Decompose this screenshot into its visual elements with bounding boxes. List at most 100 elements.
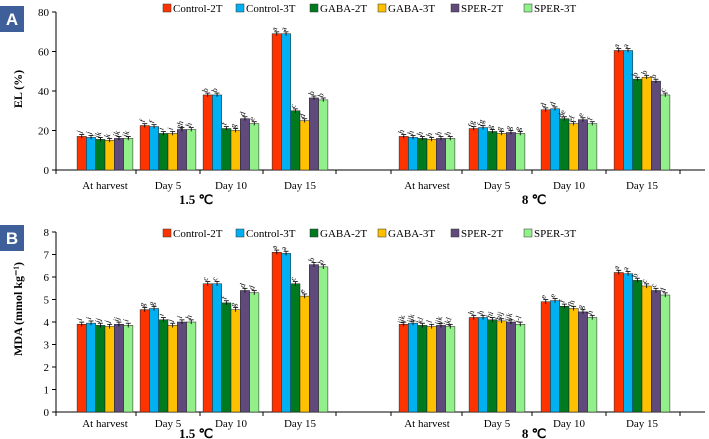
panel-b-bar xyxy=(660,294,671,413)
panel-b-category-label: Day 5 xyxy=(484,418,511,430)
panel-a-sig-letter: h xyxy=(424,131,434,138)
panel-a-sig-letter: i xyxy=(156,125,165,131)
panel-b-sig-letter: g xyxy=(147,300,157,307)
panel-b-bar xyxy=(86,322,96,413)
panel-a-bar xyxy=(515,133,526,171)
panel-b-sig-letter: fh xyxy=(566,299,577,308)
panel-b-sig-letter: h xyxy=(585,309,595,316)
panel-b-temperature-label: 1.5 ℃ xyxy=(179,426,213,439)
panel-a-y-tick-label: 60 xyxy=(38,47,50,59)
panel-a-sig-letter: d xyxy=(538,102,548,109)
panel-b-sig-letter: d xyxy=(658,287,668,294)
panel-b-y-tick-label: 0 xyxy=(44,407,50,419)
panel-a-sig-letter: c xyxy=(658,87,668,94)
panel-b-bar xyxy=(158,319,169,413)
panel-b-bar xyxy=(221,302,232,413)
panel-b-bar xyxy=(408,322,418,413)
panel-b-sig-letter: d xyxy=(238,282,248,289)
panel-b-bar xyxy=(299,295,310,413)
panel-b-category-label: Day 10 xyxy=(553,418,586,430)
panel-a-bar xyxy=(550,108,560,171)
panel-b-bar xyxy=(76,324,87,413)
panel-a-sig-letter: g xyxy=(513,125,523,132)
panel-b-bar xyxy=(468,317,479,413)
panel-a-bar xyxy=(221,128,232,171)
panel-a-legend-swatch xyxy=(309,3,319,13)
panel-a-sig-letter: h xyxy=(434,130,444,137)
panel-a-bar xyxy=(95,139,106,171)
panel-b-bar xyxy=(318,266,329,413)
panel-b-bar xyxy=(398,324,409,413)
panel-a-bar xyxy=(158,133,169,171)
panel-b-legend-swatch xyxy=(450,228,460,238)
panel-a-sig-letter: d xyxy=(238,110,248,117)
panel-a-bar xyxy=(540,109,551,171)
panel-b-sig-letter: kl xyxy=(415,315,426,325)
panel-b-bar xyxy=(177,321,187,413)
panel-b-sig-letter: c xyxy=(288,275,298,282)
panel-b-bar xyxy=(230,309,241,413)
panel-a-bar xyxy=(487,131,498,171)
panel-a-sig-letter: b xyxy=(200,87,210,94)
panel-a-y-tick-label: 80 xyxy=(38,7,50,19)
panel-a-ylabel: EL (%) xyxy=(11,70,25,108)
panel-a-sig-letter: fg xyxy=(466,119,477,128)
panel-a-legend-swatch xyxy=(450,3,460,13)
panel-b-bar xyxy=(445,326,456,413)
panel-b-category-label: Day 15 xyxy=(626,418,659,430)
panel-a-sig-letter: h xyxy=(415,130,425,137)
panel-a-category-label: Day 10 xyxy=(215,180,248,192)
panel-a-bar xyxy=(299,120,310,171)
panel-b-sig-letter: i xyxy=(175,314,184,320)
panel-b-sig-letter: c xyxy=(639,277,649,284)
panel-a-sig-letter: h xyxy=(396,128,406,135)
panel-b-bar xyxy=(149,308,159,413)
panel-a-legend-swatch xyxy=(523,3,533,13)
panel-b-sig-letter: i xyxy=(156,311,165,317)
panel-a-bar xyxy=(104,140,115,171)
panel-a-category-label: At harvest xyxy=(404,180,450,192)
panel-b-bar xyxy=(496,320,507,413)
panel-a-sig-letter: e xyxy=(576,111,586,118)
panel-b-bar xyxy=(478,317,488,413)
panel-a-bar xyxy=(506,132,516,171)
panel-a-sig-letter: h xyxy=(443,130,453,137)
panel-a-bar xyxy=(398,136,409,171)
panel-b-bar xyxy=(290,283,301,413)
panel-b-sig-letter: i xyxy=(84,315,93,321)
panel-a-sig-letter: gh xyxy=(174,119,185,130)
panel-a-sig-letter: h xyxy=(406,129,416,136)
panel-b-legend-label: SPER-2T xyxy=(461,228,503,240)
panel-b-sig-letter: f xyxy=(219,295,228,301)
panel-a-sig-letter: g xyxy=(485,123,495,130)
panel-a-sig-letter: jk xyxy=(111,129,122,139)
panel-a-bar xyxy=(86,137,96,171)
panel-a-bar xyxy=(271,33,282,171)
panel-a-temperature-label: 1.5 ℃ xyxy=(179,192,213,207)
panel-a-category-label: Day 5 xyxy=(155,180,182,192)
panel-a-sig-letter: a xyxy=(279,25,289,32)
panel-a-sig-letter: c xyxy=(288,102,298,109)
panel-b-bar xyxy=(568,308,579,413)
panel-b-temperature-label: 8 ℃ xyxy=(522,426,546,439)
panel-b-sig-letter: b xyxy=(316,258,326,265)
panel-b-sig-letter: ijk xyxy=(396,314,407,325)
panel-b-sig-letter: b xyxy=(630,272,640,279)
panel-b-legend-swatch xyxy=(235,228,245,238)
panel-a-category-label: Day 15 xyxy=(284,180,317,192)
panel-a-sig-letter: g xyxy=(494,125,504,132)
panel-b-bar xyxy=(559,306,570,413)
panel-b-sig-letter: f xyxy=(557,298,566,304)
panel-b-bar xyxy=(487,319,498,413)
panel-a-temperature-label: 8 ℃ xyxy=(522,192,546,207)
panel-b-sig-letter: e xyxy=(539,293,549,300)
panel-a-sig-letter: e xyxy=(247,115,257,122)
panel-a-sig-letter: a xyxy=(621,42,631,49)
panel-b-bar xyxy=(426,326,437,413)
panel-b-legend-label: SPER-3T xyxy=(534,228,576,240)
panel-a-bar xyxy=(587,123,598,171)
panel-a-sig-letter: jk xyxy=(120,129,131,139)
panel-b-legend-swatch xyxy=(523,228,533,238)
